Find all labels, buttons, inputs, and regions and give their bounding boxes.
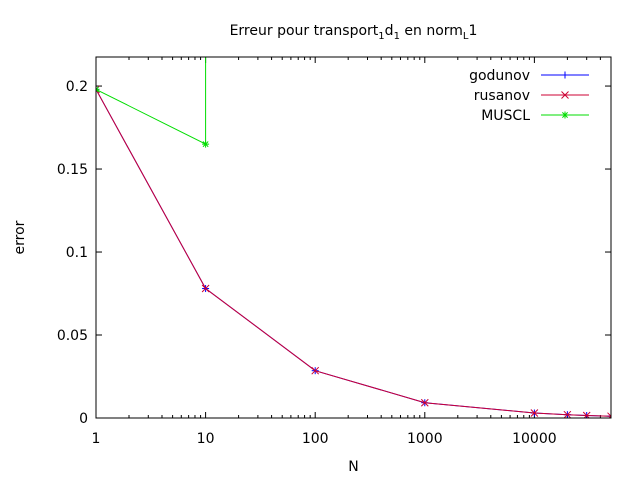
marker-stroke (607, 412, 611, 417)
marker-stroke (561, 91, 569, 99)
title-part: 1 (469, 23, 478, 39)
series-line (96, 89, 611, 417)
series-godunov (96, 85, 611, 418)
title-part: d (385, 23, 394, 39)
y-tick-label: 0.1 (66, 245, 88, 261)
y-tick-label: 0.05 (57, 328, 88, 344)
legend-label: godunov (469, 68, 530, 84)
data-point (607, 412, 611, 418)
y-tick-label: 0 (79, 411, 88, 427)
marker-stroke (562, 112, 568, 118)
title-part: 1 (394, 31, 400, 42)
marker-stroke (420, 398, 429, 407)
legend: godunov rusanov MUSCL (469, 68, 589, 124)
marker-stroke (311, 366, 320, 375)
marker-stroke (203, 50, 208, 55)
y-tick-label: 0.15 (57, 162, 88, 178)
plot-frame (95, 56, 612, 419)
legend-item-rusanov: rusanov (474, 88, 589, 104)
legend-label: rusanov (474, 88, 530, 104)
title-part: L (463, 31, 469, 42)
series-line (96, 89, 611, 417)
data-point (311, 366, 320, 375)
axes-layer: 0 0.05 0.1 0.15 0.2 1 10 100 1000 10000 (57, 57, 612, 447)
title-part: en norm (400, 23, 463, 39)
marker-stroke (203, 50, 208, 55)
y-tick-label: 0.2 (66, 79, 88, 95)
title-part: 1 (378, 31, 384, 42)
x-tick-label: 10 (197, 431, 215, 447)
legend-label: MUSCL (481, 108, 530, 124)
legend-marker (561, 91, 569, 99)
legend-marker (561, 71, 569, 79)
series-rusanov (96, 85, 611, 418)
y-axis-label: error (12, 220, 28, 254)
data-point (202, 140, 210, 148)
marker-stroke (96, 86, 99, 91)
legend-item-godunov: godunov (469, 68, 589, 84)
x-tick-label: 100 (302, 431, 329, 447)
data-point (201, 284, 210, 293)
legend-marker (561, 111, 569, 119)
x-tick-label: 10000 (512, 431, 557, 447)
series-line (96, 57, 207, 145)
marker-stroke (563, 410, 572, 418)
x-axis-label: N (348, 459, 358, 475)
data-point (563, 410, 572, 418)
text-layer: Erreur pour transport1d1 en normL1 N err… (12, 23, 477, 475)
chart-title: Erreur pour transport1d1 en normL1 (230, 23, 478, 42)
title-part: Erreur pour transport (230, 23, 379, 39)
series-layer (96, 49, 611, 418)
data-point (96, 85, 100, 93)
x-tick-label: 1000 (407, 431, 443, 447)
marker-stroke (530, 409, 539, 417)
marker-stroke (96, 88, 99, 93)
series-muscl (96, 49, 210, 148)
x-tick-label: 1 (92, 431, 101, 447)
marker-stroke (201, 284, 210, 293)
data-point (202, 49, 209, 56)
data-point (420, 398, 429, 407)
marker-stroke (202, 141, 209, 148)
data-point (530, 409, 539, 417)
legend-item-muscl: MUSCL (481, 108, 589, 124)
